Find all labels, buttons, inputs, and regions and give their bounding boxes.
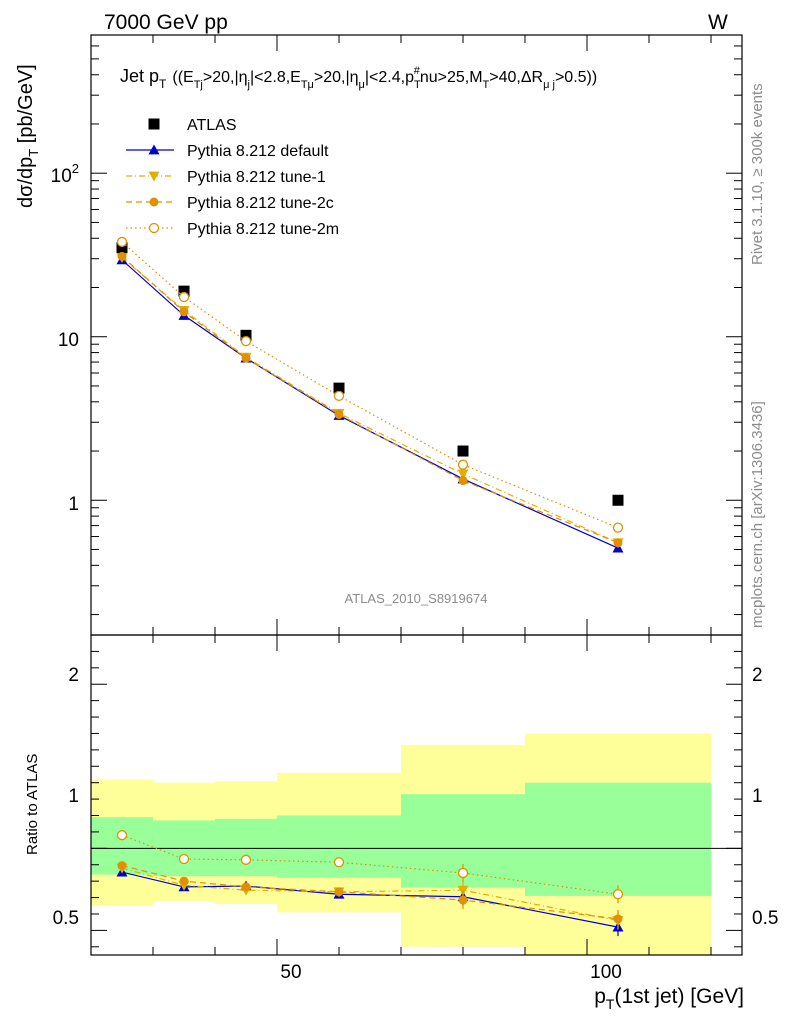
ratio-line xyxy=(121,867,619,922)
legend-label: Pythia 8.212 tune-1 xyxy=(187,169,326,186)
ratio-tick-label-right-0-5: 0.5 xyxy=(752,908,778,929)
ratio-point xyxy=(117,861,127,871)
ratio-line xyxy=(121,871,619,928)
series-2 xyxy=(116,253,624,549)
axis-ticks xyxy=(90,34,742,955)
ratio-series-layer xyxy=(116,830,624,937)
ratio-point xyxy=(179,876,189,886)
ratio-series-2 xyxy=(117,861,623,928)
y-tick-label-100: 102 xyxy=(51,161,79,187)
series-line xyxy=(121,255,619,544)
series-1 xyxy=(116,254,624,553)
uncertainty-band-inner xyxy=(525,782,711,896)
x-tick-label-50: 50 xyxy=(280,962,301,983)
analysis-watermark: ATLAS_2010_S8919674 xyxy=(345,591,488,606)
legend-label: Pythia 8.212 default xyxy=(187,143,329,160)
header-right: W xyxy=(708,11,728,34)
ratio-point xyxy=(241,882,251,892)
header-left: 7000 GeV pp xyxy=(104,11,228,34)
series-0 xyxy=(116,242,624,506)
data-point xyxy=(117,251,127,261)
legend-label: Pythia 8.212 tune-2c xyxy=(187,195,334,212)
x-axis-label: pT(1st jet) [GeV] xyxy=(594,985,744,1012)
data-point xyxy=(612,494,624,506)
ratio-frame xyxy=(90,634,743,956)
ratio-point xyxy=(612,889,624,900)
data-point xyxy=(613,538,623,548)
data-point xyxy=(457,459,469,470)
ratio-line xyxy=(121,864,619,920)
ratio-tick-label-right-1: 1 xyxy=(752,786,763,807)
ratio-point xyxy=(240,854,252,865)
data-point xyxy=(334,409,344,419)
chart-title: Jet pT ((ETj>20,|ηj|<2.8,ETμ>20,|ημ|<2.4,… xyxy=(120,65,597,91)
ratio-point xyxy=(613,914,623,924)
ratio-point xyxy=(116,830,128,841)
x-tick-label-100: 100 xyxy=(590,962,622,983)
ratio-point xyxy=(333,857,345,868)
y-tick-label-10: 10 xyxy=(58,330,79,351)
legend-entry-4: Pythia 8.212 tune-2m xyxy=(126,221,339,238)
series-line xyxy=(121,257,619,544)
data-point xyxy=(458,476,468,486)
ratio-point xyxy=(457,885,469,896)
ratio-y-axis-label: Ratio to ATLAS xyxy=(24,754,41,855)
ratio-series-3 xyxy=(116,830,624,904)
ratio-point xyxy=(457,867,469,879)
y-tick-label-1: 1 xyxy=(68,494,79,515)
mcplots-text: mcplots.cern.ch [arXiv:1306.3436] xyxy=(749,401,766,628)
data-point xyxy=(457,445,469,457)
legend-entry-0: ATLAS xyxy=(148,117,237,134)
ratio-tick-label-1: 1 xyxy=(68,786,79,807)
series-3 xyxy=(117,251,623,548)
legend-label: ATLAS xyxy=(187,117,237,134)
uncertainty-band-inner xyxy=(215,818,277,877)
data-point xyxy=(116,242,128,254)
ratio-point xyxy=(178,853,190,865)
ratio-point xyxy=(334,887,344,897)
ratio-tick-label-right-2: 2 xyxy=(752,665,763,686)
data-point xyxy=(178,291,190,303)
legend-label: Pythia 8.212 tune-2m xyxy=(187,221,339,238)
uncertainty-band-inner xyxy=(277,815,401,878)
data-point xyxy=(116,236,128,248)
series-4 xyxy=(116,236,624,533)
data-point xyxy=(240,335,252,347)
y-axis-label: dσ/dpT [pb/GeV] xyxy=(15,64,41,208)
legend-entry-1: Pythia 8.212 default xyxy=(126,143,329,160)
series-layer xyxy=(116,236,624,553)
legend: ATLAS Pythia 8.212 default Pythia 8.212 tu… xyxy=(126,117,339,238)
data-point xyxy=(333,390,345,402)
legend-entry-2: Pythia 8.212 tune-1 xyxy=(126,169,326,186)
ratio-tick-label-2: 2 xyxy=(68,665,79,686)
ratio-line xyxy=(121,834,619,895)
series-line xyxy=(121,241,619,529)
data-point xyxy=(457,469,469,480)
legend-entry-3: Pythia 8.212 tune-2c xyxy=(126,195,334,212)
data-point xyxy=(333,382,345,394)
data-point xyxy=(241,353,251,363)
data-point xyxy=(178,285,190,297)
data-point xyxy=(612,522,624,533)
legend-marker xyxy=(149,197,159,207)
legend-marker xyxy=(148,118,160,130)
ratio-point xyxy=(458,895,468,905)
rivet-text: Rivet 3.1.10, ≥ 300k events xyxy=(749,83,766,265)
legend-marker xyxy=(148,171,160,182)
legend-marker xyxy=(148,222,160,234)
data-point xyxy=(240,329,252,341)
series-line xyxy=(121,259,619,549)
legend-marker xyxy=(148,144,160,155)
data-point xyxy=(179,307,189,317)
ratio-tick-label-0-5: 0.5 xyxy=(53,908,79,929)
